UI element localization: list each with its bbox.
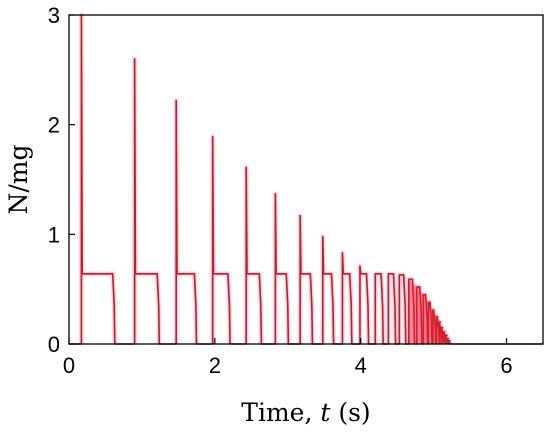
series-glow-pulse bbox=[79, 12, 118, 345]
y-tick-label: 3 bbox=[48, 3, 60, 28]
series-pulse bbox=[427, 301, 433, 345]
y-tick-label: 0 bbox=[48, 332, 60, 357]
series-glow-pulse bbox=[243, 165, 264, 345]
dense-bounce-envelope bbox=[408, 279, 450, 344]
series-pulse bbox=[422, 293, 429, 345]
x-axis-label-prefix: Time, bbox=[241, 398, 320, 427]
x-tick-label: 0 bbox=[63, 353, 75, 378]
series-pulse bbox=[432, 309, 437, 345]
x-axis-label-symbol: t bbox=[320, 398, 331, 427]
series-pulse bbox=[274, 192, 290, 345]
series-pulse bbox=[447, 339, 452, 345]
y-tick-label: 1 bbox=[48, 222, 60, 247]
series-pulse bbox=[398, 274, 407, 345]
series-pulse bbox=[133, 58, 161, 345]
series-lines bbox=[69, 14, 543, 345]
x-axis-label-suffix: (s) bbox=[330, 398, 370, 427]
series-pulse bbox=[245, 166, 263, 345]
envelope-fill bbox=[408, 279, 450, 344]
series-pulse bbox=[80, 14, 116, 345]
y-axis-label: N/mg bbox=[4, 144, 33, 214]
x-tick-label: 6 bbox=[500, 353, 512, 378]
x-axis-ticks: 0 2 4 6 bbox=[63, 338, 513, 378]
series-pulse bbox=[359, 265, 370, 345]
series-pulse bbox=[211, 135, 231, 345]
series-glow-pulse bbox=[173, 98, 199, 345]
plot-frame bbox=[68, 14, 544, 345]
series-glow-pulse bbox=[210, 134, 233, 345]
series-pulse bbox=[175, 99, 198, 345]
series-glow-pulse bbox=[273, 191, 291, 345]
y-tick-label: 2 bbox=[48, 113, 60, 138]
series-glow-pulse bbox=[132, 56, 162, 345]
series-pulse bbox=[416, 286, 423, 345]
x-tick-label: 4 bbox=[355, 353, 367, 378]
series-pulse bbox=[374, 273, 384, 345]
series-pulse bbox=[408, 278, 416, 345]
y-axis-ticks: 0 1 2 3 bbox=[48, 3, 75, 357]
series-pulse bbox=[321, 235, 335, 345]
x-axis-label: Time, t (s) bbox=[241, 398, 370, 427]
x-tick-label: 2 bbox=[209, 353, 221, 378]
series-pulse bbox=[387, 273, 397, 345]
series-pulse bbox=[341, 252, 353, 345]
series-pulse bbox=[299, 214, 314, 345]
